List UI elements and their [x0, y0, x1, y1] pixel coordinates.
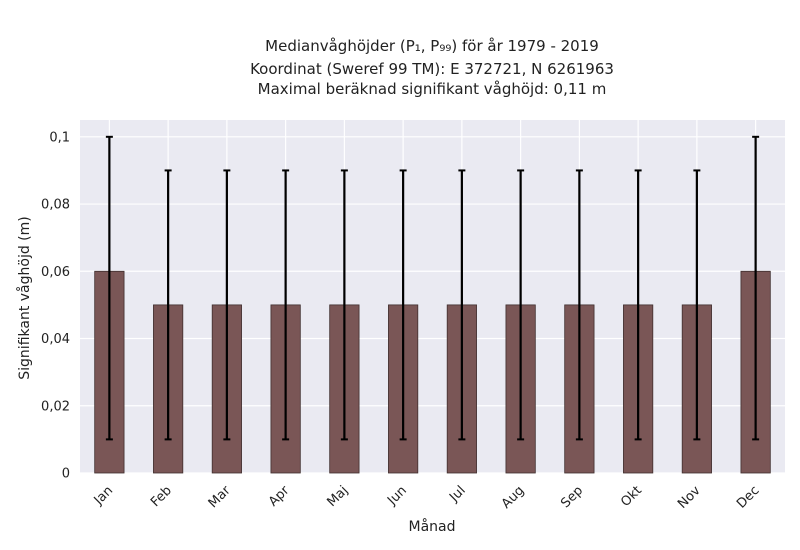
- y-axis-ticks: 0 0,02 0,04 0,06 0,08 0,1: [41, 130, 70, 481]
- error-bar-maj: [340, 169, 348, 441]
- x-tick-label: Dec: [734, 483, 762, 511]
- x-tick-label: Jun: [384, 483, 410, 509]
- x-tick-label: Nov: [675, 483, 704, 512]
- x-tick-label: Jan: [91, 483, 116, 508]
- x-tick-label: Apr: [266, 483, 293, 510]
- y-axis-label: Signifikant våghöjd (m): [16, 216, 33, 379]
- y-tick-label: 0,08: [41, 198, 70, 213]
- error-bar-jan: [105, 135, 113, 441]
- y-tick-label: 0: [62, 467, 70, 482]
- x-tick-label: Jul: [446, 483, 468, 505]
- error-bar-apr: [282, 169, 290, 441]
- error-bar-dec: [752, 135, 760, 441]
- error-bar-aug: [517, 169, 525, 441]
- error-bar-okt: [634, 169, 642, 441]
- x-tick-label: Sep: [558, 483, 586, 511]
- chart-title-line-2: Koordinat (Sweref 99 TM): E 372721, N 62…: [250, 60, 614, 78]
- x-tick-label: Feb: [148, 483, 175, 510]
- x-tick-label: Maj: [324, 483, 351, 510]
- plot-area: [80, 120, 785, 473]
- error-bar-jun: [399, 169, 407, 441]
- x-axis-label: Månad: [409, 518, 456, 535]
- y-tick-label: 0,06: [41, 265, 70, 280]
- error-bar-sep: [575, 169, 583, 441]
- error-bars: [105, 135, 760, 441]
- y-tick-label: 0,04: [41, 332, 70, 347]
- y-tick-label: 0,1: [49, 130, 70, 145]
- x-axis-ticks: Jan Feb Mar Apr Maj Jun Jul Aug Sep Okt Nov Dec: [91, 483, 763, 512]
- chart-title-line-1: Medianvåghöjder (P₁, P₉₉) för år 1979 - …: [265, 37, 599, 55]
- error-bar-nov: [693, 169, 701, 441]
- y-tick-label: 0,02: [41, 399, 70, 414]
- x-tick-label: Mar: [206, 483, 234, 511]
- error-bar-jul: [458, 169, 466, 441]
- x-tick-label: Aug: [499, 483, 528, 512]
- x-tick-label: Okt: [618, 483, 645, 510]
- error-bar-mar: [223, 169, 231, 441]
- chart-title-line-3: Maximal beräknad signifikant våghöjd: 0,…: [258, 80, 607, 98]
- error-bar-feb: [164, 169, 172, 441]
